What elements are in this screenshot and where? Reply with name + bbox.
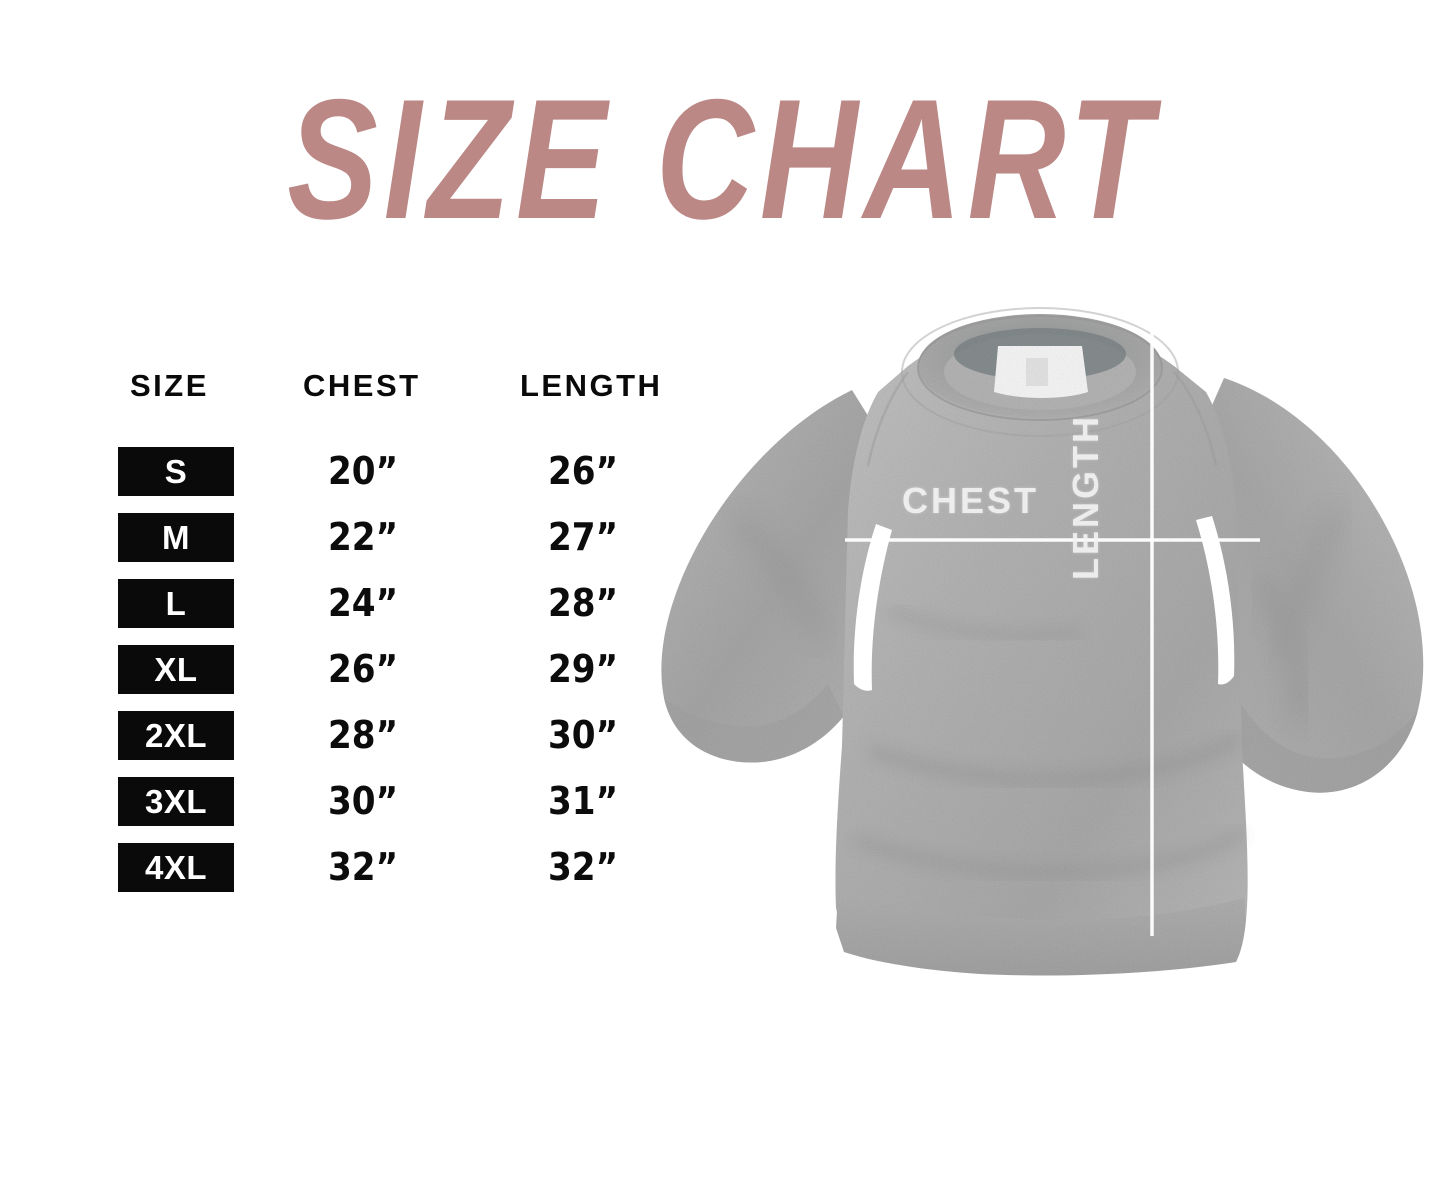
chest-value: 24”: [328, 581, 399, 625]
column-header-chest: CHEST: [303, 368, 421, 403]
size-badge: XL: [118, 645, 234, 694]
chest-value: 20”: [328, 449, 399, 493]
right-cuff: [1200, 680, 1418, 793]
length-value: 29”: [548, 647, 619, 691]
chest-value: 22”: [328, 515, 399, 559]
column-header-length: LENGTH: [520, 368, 663, 403]
table-row: L 24” 28”: [100, 579, 720, 645]
right-sleeve-gap: [1196, 516, 1235, 685]
column-header-size: SIZE: [130, 368, 209, 403]
table-row: XL 26” 29”: [100, 645, 720, 711]
size-badge: S: [118, 447, 234, 496]
chest-value: 30”: [328, 779, 399, 823]
table-body: S 20” 26” M 22” 27” L 24” 28” XL 26” 29”…: [100, 447, 720, 909]
length-value: 28”: [548, 581, 619, 625]
collar-outer-seam: [901, 307, 1179, 437]
size-badge: 3XL: [118, 777, 234, 826]
table-row: 3XL 30” 31”: [100, 777, 720, 843]
fabric-folds: [730, 506, 1348, 879]
table-row: 2XL 28” 30”: [100, 711, 720, 777]
chest-value: 28”: [328, 713, 399, 757]
length-value: 31”: [548, 779, 619, 823]
page-title: SIZE CHART: [287, 63, 1158, 255]
length-value: 32”: [548, 845, 619, 889]
collar-seam: [917, 315, 1163, 421]
sweatshirt-image: CHEST LENGTH: [640, 280, 1445, 980]
length-guide-label: LENGTH: [1065, 414, 1106, 580]
body-panel: [835, 324, 1248, 966]
table-row: M 22” 27”: [100, 513, 720, 579]
sweatshirt-illustration: [661, 307, 1424, 976]
length-value: 26”: [548, 449, 619, 493]
left-shoulder-seam: [866, 371, 910, 467]
table-header-row: SIZE CHEST LENGTH: [100, 368, 720, 416]
left-sleeve-gap: [853, 524, 892, 691]
length-value: 27”: [548, 515, 619, 559]
size-badge: M: [118, 513, 234, 562]
size-badge: 4XL: [118, 843, 234, 892]
tag-label: [1026, 358, 1048, 386]
table-row: S 20” 26”: [100, 447, 720, 513]
size-chart-table: SIZE CHEST LENGTH S 20” 26” M 22” 27” L …: [100, 368, 720, 909]
chest-value: 32”: [328, 845, 399, 889]
chest-guide-label: CHEST: [902, 480, 1040, 521]
right-shoulder-seam: [1173, 371, 1218, 467]
bottom-hem: [836, 892, 1246, 976]
size-badge: L: [118, 579, 234, 628]
size-badge: 2XL: [118, 711, 234, 760]
table-row: 4XL 32” 32”: [100, 843, 720, 909]
garment-body: [661, 307, 1424, 976]
left-cuff: [664, 684, 844, 763]
chest-value: 26”: [328, 647, 399, 691]
length-value: 30”: [548, 713, 619, 757]
